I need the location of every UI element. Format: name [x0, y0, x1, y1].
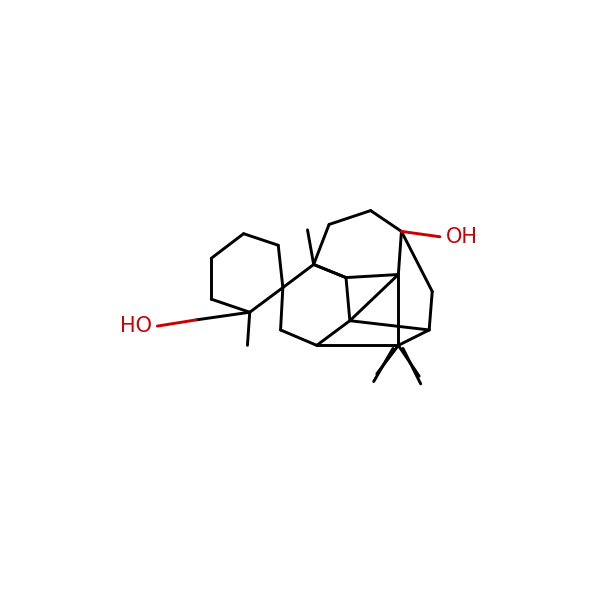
Text: HO: HO [120, 316, 152, 336]
Text: OH: OH [446, 227, 478, 247]
